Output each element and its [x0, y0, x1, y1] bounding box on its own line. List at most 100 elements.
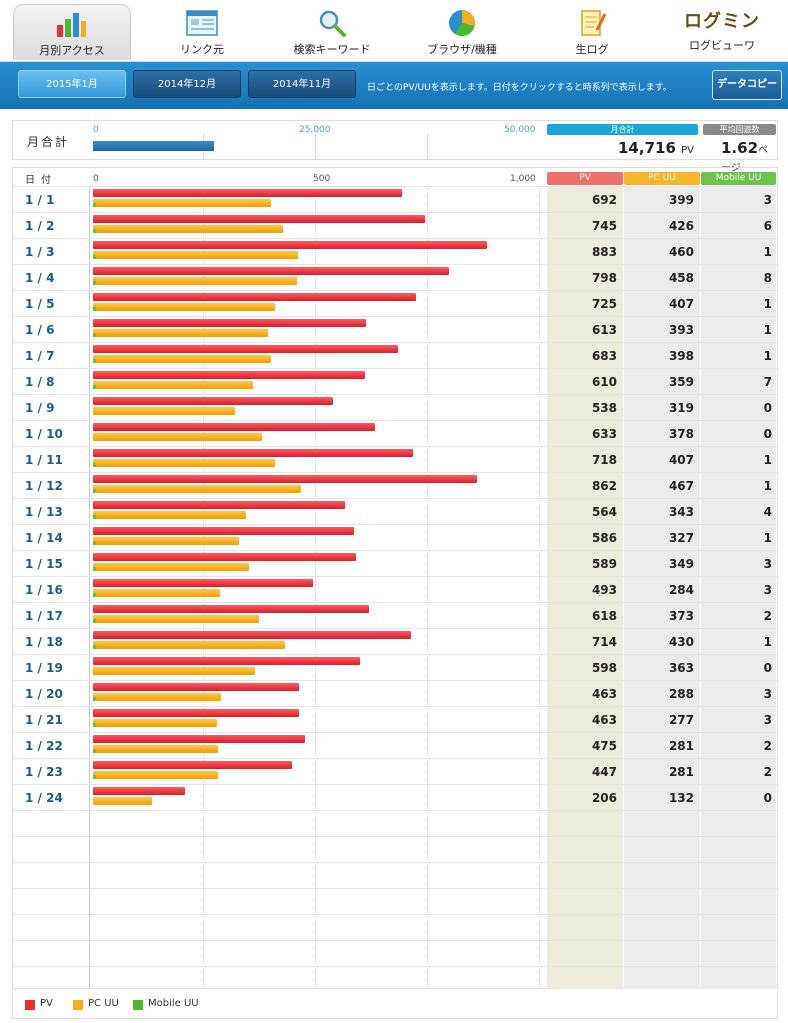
pv-bar	[93, 371, 366, 379]
table-row[interactable]: 1 / 14 586 327 1	[13, 524, 777, 550]
row-date-link[interactable]: 1 / 9	[25, 401, 55, 415]
table-row[interactable]: 1 / 10 633 378 0	[13, 420, 777, 446]
table-row[interactable]: 1 / 11 718 407 1	[13, 446, 777, 472]
table-row[interactable]: 1 / 13 564 343 4	[13, 498, 777, 524]
pc-uu-bar	[93, 329, 269, 337]
row-date-link[interactable]: 1 / 3	[25, 245, 55, 259]
row-date-link[interactable]: 1 / 10	[25, 427, 63, 441]
nav-monthly-access[interactable]: 月別アクセス	[13, 4, 131, 60]
pc-uu-bar	[93, 303, 275, 311]
pv-value: 718	[591, 453, 617, 467]
pv-column-header: PV	[547, 172, 623, 185]
row-date-link[interactable]: 1 / 11	[25, 453, 63, 467]
date-column-divider	[89, 186, 90, 989]
table-row[interactable]: 1 / 8 610 359 7	[13, 368, 777, 394]
table-row[interactable]: 1 / 20 463 288 3	[13, 680, 777, 706]
pv-bar	[93, 449, 414, 457]
pv-unit: PV	[681, 145, 694, 156]
bar-chart-icon	[57, 13, 86, 37]
nav-referrer[interactable]: リンク元	[143, 4, 261, 60]
row-date-link[interactable]: 1 / 15	[25, 557, 63, 571]
mobile-uu-value: 7	[763, 375, 772, 389]
pc-uu-bar	[93, 225, 283, 233]
magnifier-icon	[319, 10, 346, 37]
mobile-uu-bar	[93, 593, 96, 597]
table-row[interactable]: 1 / 9 538 319 0	[13, 394, 777, 420]
row-date-link[interactable]: 1 / 20	[25, 687, 63, 701]
row-date-link[interactable]: 1 / 17	[25, 609, 63, 623]
nav-search-keywords[interactable]: 検索キーワード	[273, 4, 391, 60]
nav-label: 検索キーワード	[293, 43, 371, 56]
row-date-link[interactable]: 1 / 18	[25, 635, 63, 649]
table-row[interactable]: 1 / 15 589 349 3	[13, 550, 777, 576]
table-row[interactable]: 1 / 21 463 277 3	[13, 706, 777, 732]
table-row[interactable]: 1 / 3 883 460 1	[13, 238, 777, 264]
pc-uu-bar	[93, 797, 152, 805]
table-row[interactable]: 1 / 17 618 373 2	[13, 602, 777, 628]
row-date-link[interactable]: 1 / 16	[25, 583, 63, 597]
row-date-link[interactable]: 1 / 1	[25, 193, 55, 207]
row-date-link[interactable]: 1 / 4	[25, 271, 55, 285]
pc-uu-bar	[93, 563, 249, 571]
table-row[interactable]: 1 / 23 447 281 2	[13, 758, 777, 784]
row-date-link[interactable]: 1 / 8	[25, 375, 55, 389]
grid-line	[315, 135, 316, 159]
row-date-link[interactable]: 1 / 19	[25, 661, 63, 675]
mobile-uu-value: 0	[763, 401, 772, 415]
table-row[interactable]: 1 / 18 714 430 1	[13, 628, 777, 654]
row-date-link[interactable]: 1 / 12	[25, 479, 63, 493]
nav-label: ログビューワ	[689, 39, 755, 52]
pv-bar	[93, 501, 345, 509]
pc-uu-bar	[93, 433, 262, 441]
table-row[interactable]: 1 / 5 725 407 1	[13, 290, 777, 316]
nav-browser-device[interactable]: ブラウザ/機種	[403, 4, 521, 60]
grid-line	[539, 186, 540, 989]
row-date-link[interactable]: 1 / 2	[25, 219, 55, 233]
bar-description: 日ごとのPV/UUを表示します。日付をクリックすると時系列で表示します。	[367, 83, 672, 93]
month-tab-2014-11[interactable]: 2014年11月	[248, 70, 356, 98]
legend-swatch-mobile-uu	[133, 1000, 143, 1010]
row-date-link[interactable]: 1 / 13	[25, 505, 63, 519]
monthly-summary: 月合計 0 25,000 50,000 月合計 平均回遊数 14,716 PV …	[12, 120, 778, 174]
pc-uu-value: 398	[668, 349, 694, 363]
table-row[interactable]: 1 / 7 683 398 1	[13, 342, 777, 368]
pc-uu-bar	[93, 719, 217, 727]
pc-uu-bar	[93, 641, 285, 649]
table-row[interactable]: 1 / 12 862 467 1	[13, 472, 777, 498]
row-date-link[interactable]: 1 / 5	[25, 297, 55, 311]
data-copy-button[interactable]: データコピー	[712, 70, 782, 100]
row-date-link[interactable]: 1 / 6	[25, 323, 55, 337]
pv-value: 633	[591, 427, 617, 441]
avg-pages-value: 1.62ページ	[721, 139, 777, 175]
table-row[interactable]: 1 / 1 692 399 3	[13, 186, 777, 212]
table-row[interactable]: 1 / 24 206 132 0	[13, 784, 777, 810]
nav-log-viewer[interactable]: ログミン ログビューワ	[663, 4, 781, 60]
mobile-uu-value: 1	[763, 349, 772, 363]
pc-uu-value: 378	[668, 427, 694, 441]
table-row[interactable]: 1 / 4 798 458 8	[13, 264, 777, 290]
row-date-link[interactable]: 1 / 23	[25, 765, 63, 779]
pc-uu-value: 399	[668, 193, 694, 207]
row-date-link[interactable]: 1 / 14	[25, 531, 63, 545]
pv-value: 493	[591, 583, 617, 597]
table-row[interactable]: 1 / 6 613 393 1	[13, 316, 777, 342]
table-row[interactable]: 1 / 22 475 281 2	[13, 732, 777, 758]
row-date-link[interactable]: 1 / 22	[25, 739, 63, 753]
mobile-uu-value: 3	[763, 193, 772, 207]
row-date-link[interactable]: 1 / 24	[25, 791, 63, 805]
pv-value: 883	[591, 245, 617, 259]
table-row[interactable]: 1 / 16 493 284 3	[13, 576, 777, 602]
pv-value: 447	[591, 765, 617, 779]
table-row[interactable]: 1 / 2 745 426 6	[13, 212, 777, 238]
nav-raw-log[interactable]: 生ログ	[533, 4, 651, 60]
mobile-uu-column-header: Mobile UU	[701, 172, 776, 185]
table-row[interactable]: 1 / 19 598 363 0	[13, 654, 777, 680]
summary-label: 月合計	[27, 135, 70, 149]
month-tab-2015-01[interactable]: 2015年1月	[18, 70, 126, 98]
mobile-uu-bar	[93, 697, 96, 701]
row-date-link[interactable]: 1 / 7	[25, 349, 55, 363]
total-pv-number: 14,716	[618, 139, 676, 157]
month-tab-2014-12[interactable]: 2014年12月	[133, 70, 241, 98]
row-date-link[interactable]: 1 / 21	[25, 713, 63, 727]
pv-bar	[93, 189, 402, 197]
